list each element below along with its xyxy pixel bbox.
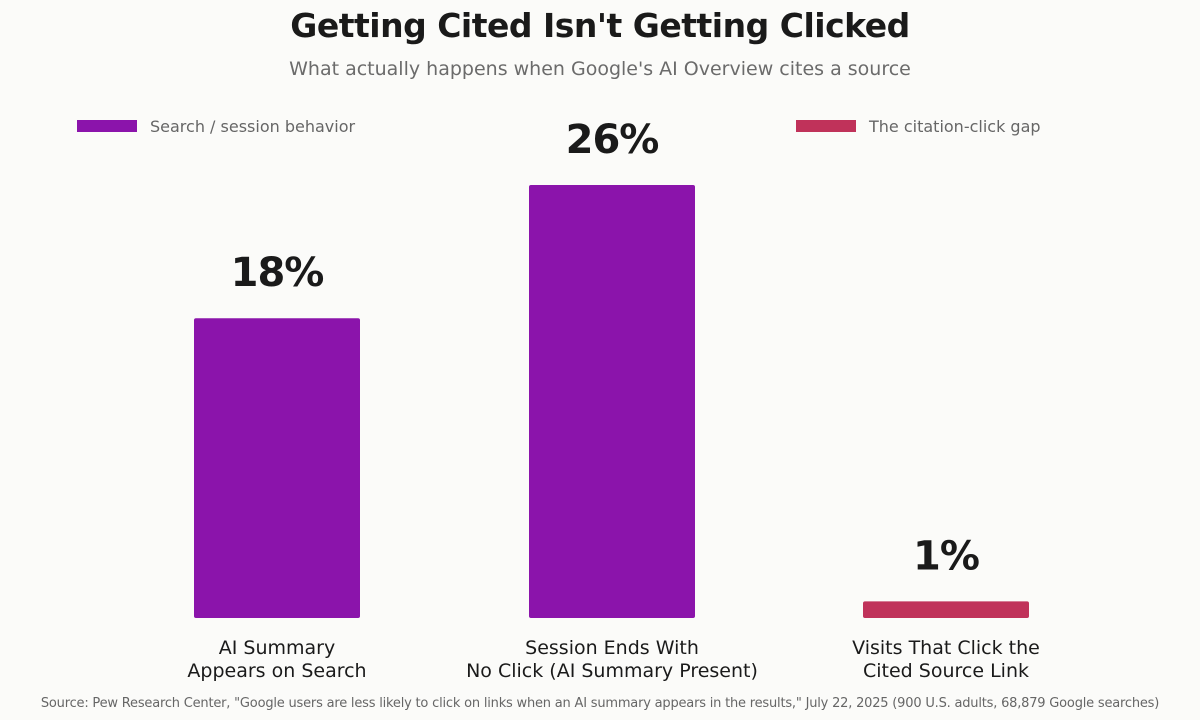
bar-2 bbox=[529, 185, 695, 618]
category-label-3-line-2: Cited Source Link bbox=[863, 660, 1029, 682]
legend-swatch-gap bbox=[796, 120, 856, 132]
bar-value-label-3: 1% bbox=[913, 533, 979, 579]
bar-value-label-1: 18% bbox=[231, 250, 324, 296]
category-label-2-line-2: No Click (AI Summary Present) bbox=[466, 660, 758, 682]
category-label-1-line-1: AI Summary bbox=[219, 637, 335, 659]
category-label-2-line-1: Session Ends With bbox=[525, 637, 699, 659]
legend-item-behavior: Search / session behavior bbox=[77, 116, 355, 136]
chart-subtitle: What actually happens when Google's AI O… bbox=[289, 58, 911, 80]
bar-value-label-2: 26% bbox=[566, 117, 659, 163]
category-label-1-line-2: Appears on Search bbox=[187, 660, 366, 682]
bar-3 bbox=[863, 601, 1029, 618]
category-label-3-line-1: Visits That Click the bbox=[852, 637, 1040, 659]
legend-label-behavior: Search / session behavior bbox=[150, 116, 356, 136]
legend-swatch-behavior bbox=[77, 120, 137, 132]
bar-1 bbox=[194, 318, 360, 618]
legend-label-gap: The citation-click gap bbox=[869, 116, 1041, 136]
legend-item-gap: The citation-click gap bbox=[796, 116, 1041, 136]
chart-title: Getting Cited Isn't Getting Clicked bbox=[290, 6, 910, 45]
source-note: Source: Pew Research Center, "Google use… bbox=[40, 696, 1160, 711]
